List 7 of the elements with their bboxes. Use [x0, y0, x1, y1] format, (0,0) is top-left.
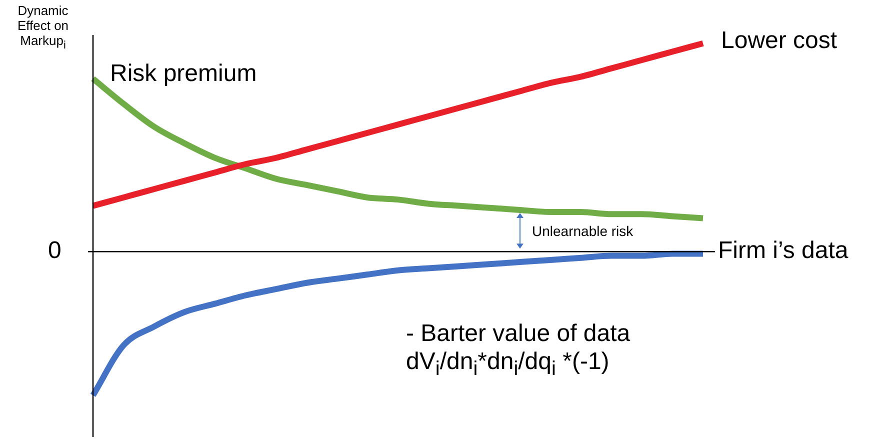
series-label: Risk premium: [110, 60, 257, 88]
text: 0: [48, 236, 62, 264]
series-label: Lower cost: [721, 27, 838, 55]
annotation: Unlearnable risk: [532, 223, 634, 240]
x-axis-title: Firm i’s data: [718, 236, 848, 264]
text: - Barter value of data dV$_{i}$/dn$_{i}$*dn$_{i}$/dq$_{i}$ *(-1): [406, 320, 630, 380]
y-axis-title: Dynamic Effect on Markup$_{i}$: [16, 3, 70, 52]
